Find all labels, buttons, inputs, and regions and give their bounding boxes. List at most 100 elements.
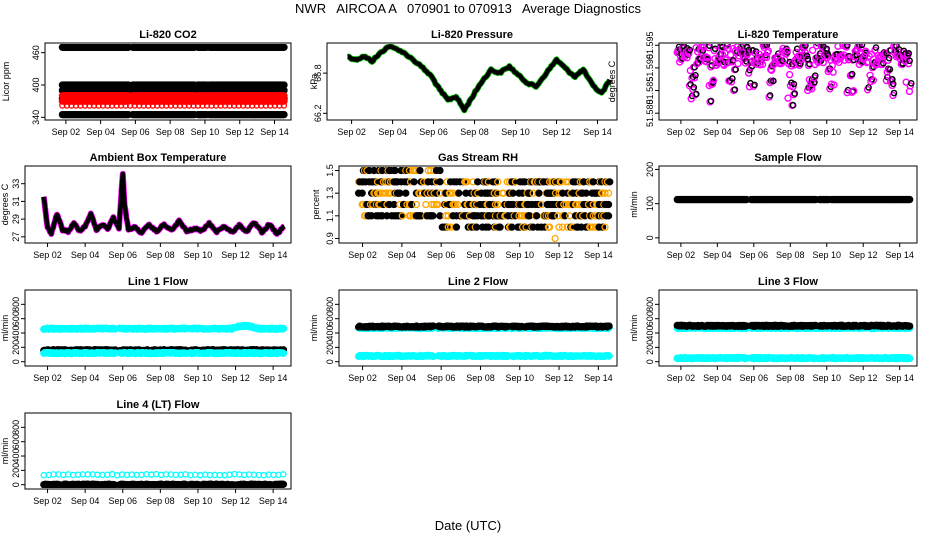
temperature-point-magenta (829, 68, 837, 76)
data-point-cyan-low (279, 349, 288, 357)
panel-title: Line 1 Flow (128, 276, 188, 288)
temperature-point (790, 80, 798, 88)
data-point-cyan-low (605, 352, 613, 360)
data-point-band-red-sparse (140, 102, 147, 109)
temperature-point-magenta (727, 78, 736, 86)
rh-point (436, 212, 444, 220)
y-tick-label: 1.1 (325, 210, 335, 223)
data-point-band-red-sparse (72, 102, 80, 109)
data-point-band-red-sparse (258, 102, 265, 109)
plot-area (345, 44, 613, 114)
data-point-band-red-sparse (95, 102, 102, 109)
y-tick-label: 51.595 (645, 31, 655, 59)
data-point-band-red-sparse (190, 102, 197, 109)
temperature-point (690, 84, 698, 91)
data-point-band-red-sparse (108, 102, 116, 109)
y-tick-label: 200 (325, 340, 335, 355)
rh-point (535, 189, 543, 197)
y-tick-label: 400 (31, 77, 41, 92)
temperature-point (818, 44, 826, 47)
x-tick-label: Sep 10 (812, 250, 841, 260)
rh-point (496, 223, 504, 231)
temperature-point-magenta (830, 81, 838, 89)
rh-point (390, 200, 398, 209)
panel-title: Gas Stream RH (438, 152, 518, 164)
x-tick-label: Sep 06 (427, 250, 456, 260)
plot-frame (658, 289, 918, 367)
rh-point (494, 178, 502, 186)
data-point-band-red-sparse (81, 102, 89, 109)
rh-point (491, 200, 500, 209)
rh-point (604, 189, 613, 197)
series-line-box (41, 171, 286, 237)
panel-title: Line 3 Flow (758, 276, 818, 288)
x-tick-label: Sep 06 (740, 250, 769, 260)
x-tick-label: Sep 04 (703, 373, 732, 383)
rh-point (410, 178, 418, 186)
y-axis-label: degrees C (607, 60, 617, 102)
temperature-point (890, 89, 898, 97)
data-point-band-red-sparse (212, 102, 220, 109)
data-point-band-red-sparse (68, 102, 75, 109)
x-tick-label: Sep 10 (184, 373, 213, 383)
x-tick-label: Sep 10 (505, 373, 534, 383)
data-point-band-red-sparse (104, 102, 111, 109)
y-axis-label: degrees C (0, 183, 10, 225)
x-tick-label: Sep 12 (849, 250, 878, 260)
rh-point (454, 200, 462, 209)
temperature-point-magenta (724, 44, 732, 53)
temperature-point-magenta (785, 70, 794, 79)
x-tick-label: Sep 12 (849, 373, 878, 383)
main-title: NWR AIRCOA A 070901 to 070913 Average Di… (295, 1, 641, 16)
panel-title: Line 2 Flow (448, 276, 508, 288)
temperature-point-magenta (904, 60, 913, 68)
rh-point (562, 178, 570, 186)
rh-point (442, 212, 450, 220)
rh-point (555, 223, 563, 231)
x-tick-label: Sep 04 (388, 373, 417, 383)
x-tick-label: Sep 08 (156, 127, 185, 137)
plot-area (673, 44, 915, 109)
temperature-point (711, 45, 719, 53)
temperature-point (865, 84, 872, 91)
data-point-band-red-sparse (90, 102, 98, 109)
y-tick-label: 33 (11, 179, 21, 189)
panel-title: Sample Flow (754, 152, 822, 164)
x-tick-label: Sep 04 (378, 127, 407, 137)
x-tick-label: Sep 12 (545, 373, 574, 383)
x-tick-label: Sep 04 (703, 127, 732, 137)
rh-point (430, 200, 438, 209)
rh-point (412, 200, 421, 209)
x-tick-label: Sep 14 (260, 127, 289, 137)
rh-point (509, 189, 517, 197)
rh-point (416, 167, 424, 175)
x-tick-label: Sep 12 (225, 127, 254, 137)
y-tick-label: 200 (645, 162, 655, 177)
data-point-band-red-sparse (63, 102, 71, 109)
x-tick-label: Sep 10 (501, 127, 530, 137)
x-tick-label: Sep 14 (885, 373, 914, 383)
x-tick-label: Sep 02 (52, 127, 81, 137)
data-point-band-red-sparse (113, 102, 120, 109)
temperature-point (707, 97, 715, 105)
plot-frame (24, 165, 292, 244)
data-point-band-red-sparse (221, 102, 229, 109)
temperature-point-magenta (683, 54, 691, 62)
data-point-band-red-sparse (199, 102, 206, 109)
x-tick-label: Sep 02 (348, 373, 377, 383)
y-tick-label: 800 (325, 297, 335, 312)
plot-frame (326, 42, 618, 121)
data-point-band-red-sparse (276, 102, 283, 109)
y-tick-label: 31 (11, 196, 21, 206)
plot-area (673, 195, 914, 204)
x-tick-label: Sep 04 (703, 250, 732, 260)
data-point-band-red-sparse (149, 102, 157, 109)
x-tick-label: Sep 08 (776, 250, 805, 260)
data-point-band-red-sparse (86, 102, 93, 109)
rh-point (444, 223, 452, 231)
y-axis-label: ml/min (629, 191, 639, 218)
panel-title: Li-820 CO2 (139, 29, 196, 41)
